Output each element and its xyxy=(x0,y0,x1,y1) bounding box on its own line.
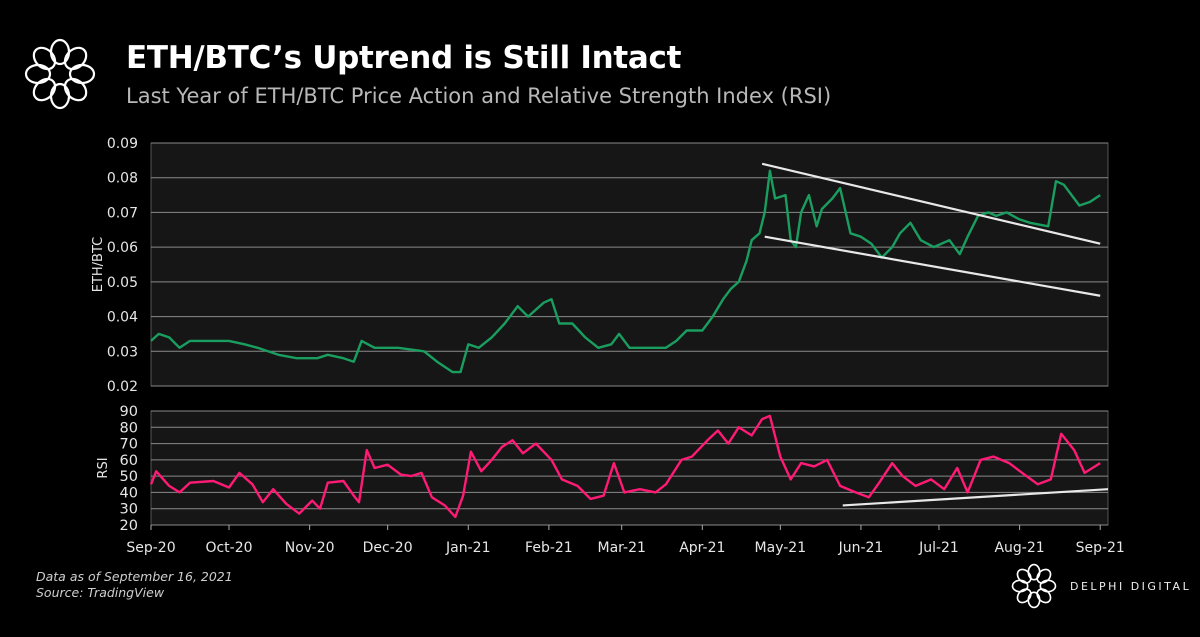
x-tick-label: Mar-21 xyxy=(598,540,646,556)
x-tick-label: Dec-20 xyxy=(363,540,413,556)
y-tick-label: 0.04 xyxy=(107,310,138,326)
brand: DELPHI DIGITAL xyxy=(1010,562,1191,610)
eth-btc-line xyxy=(150,169,1101,374)
y-tick-label: 90 xyxy=(120,404,138,420)
y-tick-label: 0.09 xyxy=(107,136,138,152)
y-tick-label: 0.07 xyxy=(107,205,138,221)
x-tick-label: Apr-21 xyxy=(679,540,725,556)
y-tick-label: 0.05 xyxy=(107,275,138,291)
y-tick-label: 40 xyxy=(120,485,138,501)
y-axis-label: RSI xyxy=(96,457,111,478)
x-tick-label: Aug-21 xyxy=(994,540,1044,556)
x-tick-label: Jun-21 xyxy=(838,540,884,556)
brand-name: DELPHI DIGITAL xyxy=(1070,579,1192,593)
trendline xyxy=(764,235,1101,297)
data-note: Data as of September 16, 2021 xyxy=(36,569,233,584)
delphi-logo-small-icon xyxy=(1011,563,1057,609)
y-tick-label: 20 xyxy=(120,518,138,534)
y-tick-label: 70 xyxy=(120,437,138,453)
delphi-logo-icon xyxy=(22,36,98,116)
y-tick-label: 0.02 xyxy=(107,379,138,395)
source-note: Source: TradingView xyxy=(36,585,165,600)
y-tick-label: 60 xyxy=(120,453,138,469)
page-title: ETH/BTC’s Uptrend is Still Intact xyxy=(126,40,682,76)
plot-area xyxy=(150,410,1109,526)
y-tick-label: 50 xyxy=(120,469,138,485)
y-tick-label: 80 xyxy=(120,420,138,436)
x-tick-label: Feb-21 xyxy=(525,540,573,556)
y-axis-label: ETH/BTC xyxy=(91,237,106,293)
x-tick-label: Oct-20 xyxy=(205,540,252,556)
y-tick-label: 0.08 xyxy=(107,171,138,187)
x-tick-label: May-21 xyxy=(755,540,807,556)
y-tick-label: 0.06 xyxy=(107,240,138,256)
x-tick-label: Jan-21 xyxy=(445,540,490,556)
x-tick-label: Sep-20 xyxy=(126,540,175,556)
rsi-line xyxy=(149,414,1101,519)
x-tick-label: Sep-21 xyxy=(1076,540,1125,556)
trendline xyxy=(842,488,1109,507)
x-tick-label: Jul-21 xyxy=(918,540,959,556)
y-tick-label: 0.03 xyxy=(107,344,138,360)
page-subtitle: Last Year of ETH/BTC Price Action and Re… xyxy=(126,84,832,108)
plot-area xyxy=(150,142,1109,387)
x-tick-label: Nov-20 xyxy=(285,540,335,556)
y-tick-label: 30 xyxy=(120,502,138,518)
trendline xyxy=(761,162,1101,245)
